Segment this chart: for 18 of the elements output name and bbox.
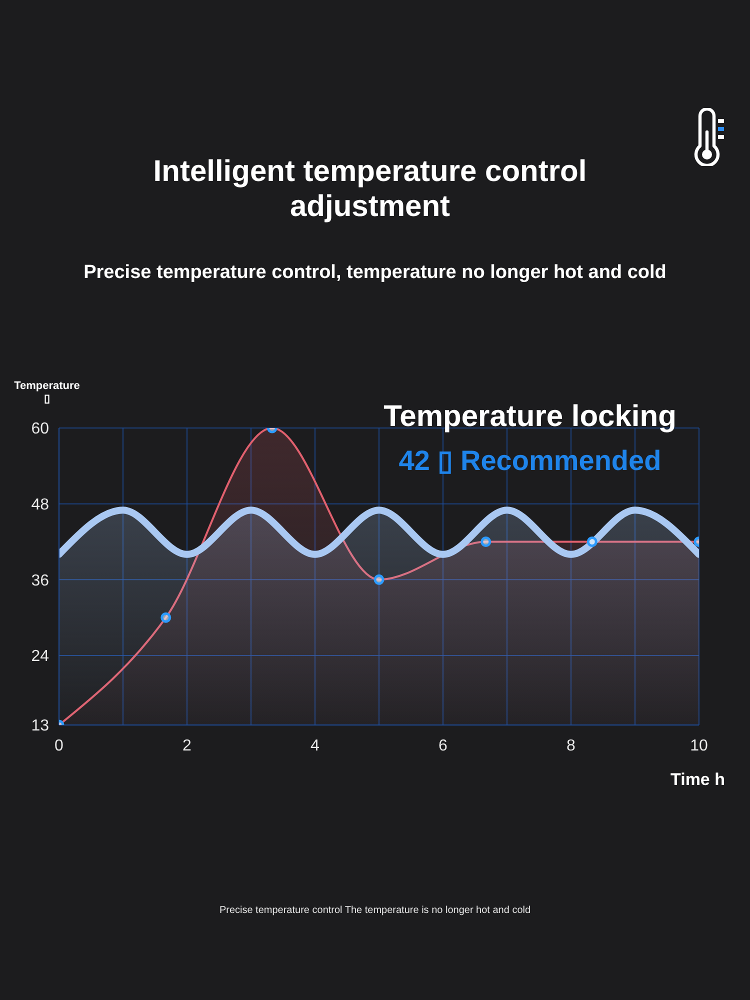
annotation: Temperature locking xyxy=(382,400,678,434)
x-tick-label: 6 xyxy=(438,737,448,754)
x-tick-label: 0 xyxy=(54,737,64,754)
y-axis-title: Temperature ▯ xyxy=(13,380,81,406)
x-axis-title: Time h xyxy=(670,770,725,790)
y-tick-label: 60 xyxy=(31,420,50,438)
x-tick-label: 2 xyxy=(182,737,192,754)
x-tick-label: 10 xyxy=(690,737,708,754)
y-tick-label: 24 xyxy=(31,648,50,666)
annotation: 42 ▯ Recommended xyxy=(398,444,662,477)
chart-subtitle: Precise temperature control, temperature no longer hot and cold xyxy=(82,262,668,284)
y-tick-label: 13 xyxy=(31,718,50,735)
x-tick-label: 8 xyxy=(566,737,576,754)
y-tick-label: 48 xyxy=(31,496,50,514)
x-tick-label: 4 xyxy=(310,737,320,754)
text: Precise temperature control The temperature is no longer hot and cold xyxy=(218,905,532,916)
chart-title: Intelligent temperature control adjustment xyxy=(152,154,588,224)
y-tick-label: 36 xyxy=(31,572,50,590)
